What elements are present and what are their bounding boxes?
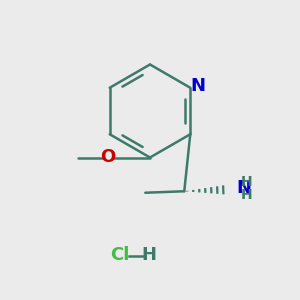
Text: H: H (141, 246, 156, 264)
Text: N: N (190, 77, 205, 95)
Text: O: O (100, 148, 116, 166)
Text: H: H (241, 175, 253, 189)
Text: H: H (241, 188, 253, 202)
Text: N: N (237, 179, 252, 197)
Text: Cl: Cl (110, 246, 130, 264)
